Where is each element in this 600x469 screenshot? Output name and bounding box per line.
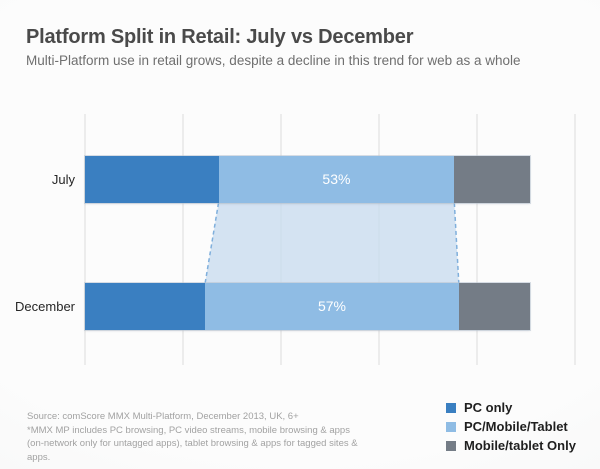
connector-band [204,203,460,283]
legend-label: Mobile/tablet Only [464,438,576,453]
chart-title: Platform Split in Retail: July vs Decemb… [26,26,414,48]
gridline [476,114,478,365]
gridline [574,114,576,365]
bar-segment-pc-only [85,156,219,203]
bar-segment-pc-mobile-tablet: 57% [205,283,459,330]
bar-segment-mobile-tablet-only [454,156,530,203]
category-label-december: December [15,299,75,314]
gridline [182,114,184,365]
footnote-line: *MMX MP includes PC browsing, PC video s… [27,424,358,463]
legend-label: PC/Mobile/Tablet [464,419,568,434]
gridline [84,114,86,365]
legend-label: PC only [464,400,513,415]
bar-row-december: December 57% [15,283,530,330]
category-label-july: July [51,172,75,187]
source-line: Source: comScore MMX Multi-Platform, Dec… [27,411,299,422]
bar-segment-pc-only [85,283,206,330]
bar-segment-pc-mobile-tablet: 53% [218,156,455,203]
legend-item: PC/Mobile/Tablet [446,417,576,436]
legend-swatch-icon [446,440,456,451]
legend-item: PC only [446,398,576,417]
bar-july: 53% [85,156,530,203]
source-note: Source: comScore MMX Multi-Platform, Dec… [27,410,365,464]
plot-area: July 53% December 57% [15,114,576,365]
bar-segment-mobile-tablet-only [458,283,530,330]
legend-swatch-icon [446,421,456,432]
legend-item: Mobile/tablet Only [446,436,576,455]
legend-swatch-icon [446,402,456,413]
legend: PC only PC/Mobile/Tablet Mobile/tablet Onl… [446,398,576,455]
chart-subtitle: Multi-Platform use in retail grows, desp… [26,53,521,68]
bar-row-july: July 53% [52,156,530,203]
bar-december: 57% [85,283,530,330]
